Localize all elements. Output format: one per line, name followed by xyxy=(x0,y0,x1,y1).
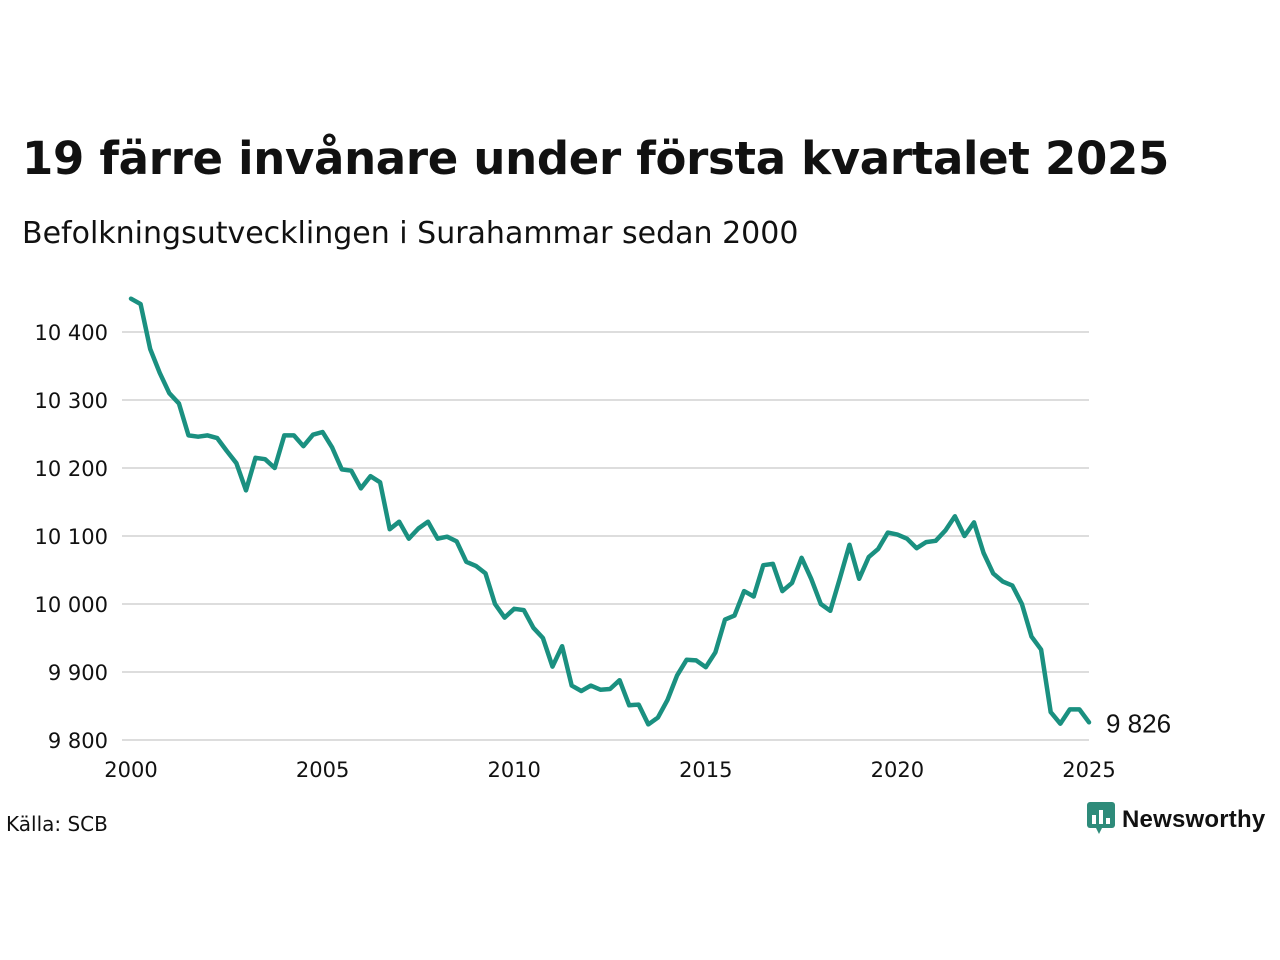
source-note: Källa: SCB xyxy=(6,812,108,836)
y-tick-label: 9 800 xyxy=(48,729,108,753)
series-group xyxy=(128,296,1092,727)
end-value-label: 9 826 xyxy=(1106,708,1171,738)
chart-subtitle: Befolkningsutvecklingen i Surahammar sed… xyxy=(22,216,799,251)
x-tick-label: 2015 xyxy=(679,758,732,782)
y-tick-label: 9 900 xyxy=(48,661,108,685)
x-axis-ticks: 2000 2005 2010 2015 2020 2025 xyxy=(104,758,1115,782)
y-gridlines xyxy=(122,331,1089,741)
newsworthy-logo-icon xyxy=(1086,801,1116,839)
y-tick-label: 10 400 xyxy=(35,321,108,345)
y-axis-ticks: 9 800 9 900 10 000 10 100 10 200 10 300 10 400 xyxy=(35,321,108,753)
y-tick-label: 10 200 xyxy=(35,457,108,481)
y-tick-label: 10 000 xyxy=(35,593,108,617)
x-tick-label: 2000 xyxy=(104,758,157,782)
x-tick-label: 2020 xyxy=(871,758,924,782)
x-tick-label: 2005 xyxy=(296,758,349,782)
x-tick-label: 2025 xyxy=(1062,758,1115,782)
chart-title: 19 färre invånare under första kvartalet… xyxy=(22,132,1169,185)
y-tick-label: 10 100 xyxy=(35,525,108,549)
brand-logo[interactable]: Newsworthy xyxy=(1086,801,1265,839)
brand-name: Newsworthy xyxy=(1122,806,1266,833)
x-tick-label: 2010 xyxy=(487,758,540,782)
population-line xyxy=(128,296,1092,727)
y-tick-label: 10 300 xyxy=(35,389,108,413)
